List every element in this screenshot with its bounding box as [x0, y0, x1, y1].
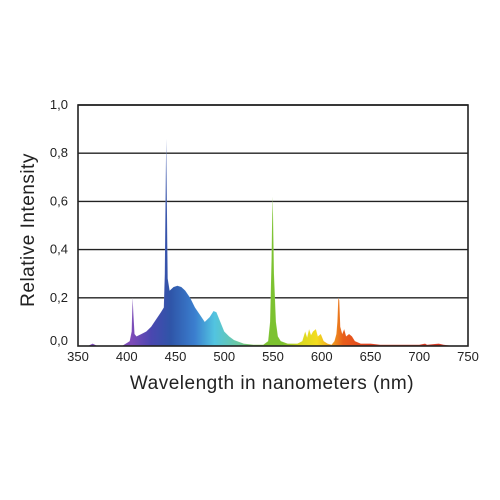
- x-tick-labels: 350 400 450 500 550 600 650 700 750: [67, 349, 479, 364]
- spectrum-series-outline-0: [78, 138, 468, 347]
- series-layer: [78, 138, 468, 347]
- x-tick-label-6: 650: [360, 349, 382, 364]
- plot-border: [77, 104, 469, 347]
- plot-frame: [77, 104, 469, 347]
- y-tick-label-2: 0,4: [50, 242, 68, 257]
- y-tick-label-0: 0,0: [50, 333, 68, 348]
- y-tick-label-1: 0,2: [50, 290, 68, 305]
- y-tick-labels: 0,0 0,2 0,4 0,6 0,8 1,0: [50, 97, 68, 348]
- x-tick-label-4: 550: [262, 349, 284, 364]
- y-tick-label-4: 0,8: [50, 145, 68, 160]
- x-tick-label-5: 600: [311, 349, 333, 364]
- x-tick-label-8: 750: [457, 349, 479, 364]
- x-tick-label-1: 400: [116, 349, 138, 364]
- spectrum-series-0: [78, 138, 468, 346]
- x-tick-label-2: 450: [165, 349, 187, 364]
- y-tick-label-5: 1,0: [50, 97, 68, 112]
- x-tick-label-0: 350: [67, 349, 89, 364]
- y-axis-label: Relative Intensity: [18, 153, 39, 307]
- x-axis-label: Wavelength in nanometers (nm): [130, 373, 414, 394]
- x-tick-label-3: 500: [213, 349, 235, 364]
- y-tick-label-3: 0,6: [50, 193, 68, 208]
- x-tick-label-7: 700: [408, 349, 430, 364]
